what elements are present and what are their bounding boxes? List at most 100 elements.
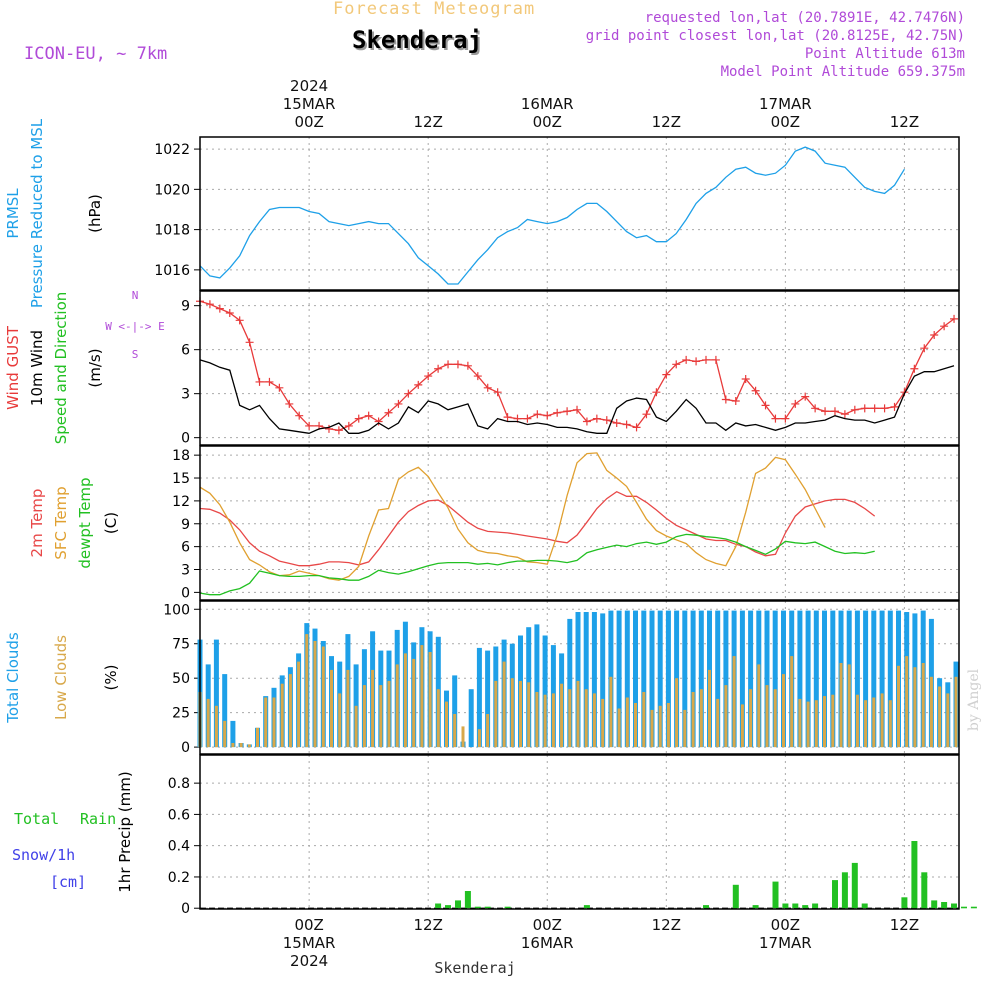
gust-marker xyxy=(434,364,443,373)
total-cloud-bar xyxy=(813,610,819,748)
precip-bar xyxy=(732,884,739,909)
precip-bar xyxy=(832,880,838,909)
gust-marker xyxy=(553,408,562,417)
time-label-bottom: 2024 xyxy=(290,952,328,970)
gust-marker xyxy=(612,419,621,427)
total-cloud-bar xyxy=(748,610,754,748)
low-cloud-bar xyxy=(798,698,802,748)
gust-marker xyxy=(801,392,810,401)
total-cloud-bar xyxy=(863,610,869,748)
panel-label: dewpt Temp xyxy=(76,477,94,568)
total-cloud-bar xyxy=(822,610,827,748)
low-cloud-bar xyxy=(239,743,243,748)
low-cloud-bar xyxy=(757,664,761,748)
low-cloud-bar xyxy=(749,689,753,748)
low-cloud-bar xyxy=(305,634,309,748)
gust-marker xyxy=(741,375,750,383)
low-cloud-bar xyxy=(658,705,662,748)
low-cloud-bar xyxy=(855,694,859,748)
precip-bar xyxy=(961,906,967,909)
gust-marker xyxy=(821,407,830,416)
total-cloud-bar xyxy=(665,610,671,748)
y-tick-label: 18 xyxy=(172,448,190,464)
gust-marker xyxy=(692,357,701,366)
gust-marker xyxy=(791,399,800,408)
model-altitude: Model Point Altitude 659.375m xyxy=(720,64,965,80)
total-cloud-bar xyxy=(805,610,811,748)
gust-marker xyxy=(324,424,333,433)
precip-bar xyxy=(703,905,709,909)
low-cloud-bar xyxy=(494,680,498,748)
low-cloud-bar xyxy=(453,714,457,748)
low-cloud-bar xyxy=(568,689,572,748)
requested-coords: requested lon,lat (20.7891E, 42.7476N) xyxy=(644,10,965,26)
low-cloud-bar xyxy=(354,705,358,748)
time-label-bottom: 12Z xyxy=(890,916,919,934)
gust-marker xyxy=(215,304,224,313)
time-label-top: 00Z xyxy=(533,113,562,131)
gust-marker xyxy=(275,383,284,392)
series-line-2m-temp xyxy=(199,490,876,567)
y-tick-label: 0.6 xyxy=(168,807,190,823)
total-cloud-bar xyxy=(542,635,548,748)
low-cloud-bar xyxy=(247,744,251,748)
total-cloud-bar xyxy=(485,650,491,748)
compass-west-east: W <-|-> E xyxy=(105,320,165,333)
gust-marker xyxy=(424,372,433,381)
gust-marker xyxy=(563,407,572,416)
total-cloud-bar xyxy=(468,689,474,748)
gust-marker xyxy=(711,355,720,364)
grid-point-coords: grid point closest lon,lat (20.8125E, 42… xyxy=(585,28,965,44)
low-cloud-bar xyxy=(371,669,375,748)
y-tick-label: 1020 xyxy=(154,182,190,198)
gust-marker xyxy=(493,388,502,397)
low-cloud-bar xyxy=(732,656,736,748)
low-cloud-bar xyxy=(847,664,851,748)
total-cloud-bar xyxy=(887,610,893,748)
gust-marker xyxy=(334,426,343,435)
panel-label: Wind GUST xyxy=(4,325,22,410)
total-cloud-bar xyxy=(879,610,885,748)
low-cloud-bar xyxy=(872,697,876,748)
time-label-bottom: 12Z xyxy=(414,916,443,934)
low-cloud-bar xyxy=(362,685,366,748)
total-cloud-bar xyxy=(534,624,540,748)
total-cloud-bar xyxy=(764,610,770,748)
low-cloud-bar xyxy=(313,641,317,748)
time-label-top: 00Z xyxy=(294,113,323,131)
time-label-top: 16MAR xyxy=(521,95,574,113)
gust-marker xyxy=(453,360,462,369)
low-cloud-bar xyxy=(272,697,276,748)
precip-bar xyxy=(970,906,977,909)
precip-bar xyxy=(455,900,461,909)
low-cloud-bar xyxy=(206,698,210,748)
total-cloud-bar xyxy=(871,610,877,748)
y-tick-label: 3 xyxy=(181,563,190,579)
gust-marker xyxy=(533,410,542,419)
gust-marker xyxy=(920,344,929,353)
low-cloud-bar xyxy=(905,656,909,748)
compass-north: N xyxy=(132,289,139,302)
precip-bar xyxy=(772,881,779,909)
gust-marker xyxy=(295,411,304,420)
gust-marker xyxy=(811,404,820,413)
low-cloud-bar xyxy=(724,685,728,748)
gust-marker xyxy=(880,404,889,413)
gust-marker xyxy=(384,408,393,417)
panel-precipitation: 0 0.2 0.4 0.6 0.8 Total Rain Snow/1h [cm] 1hr Pre… xyxy=(12,754,977,917)
precip-bar xyxy=(583,905,590,909)
panel-label: Speed and Direction xyxy=(52,292,70,445)
y-axis-label: (m/s) xyxy=(86,348,104,387)
total-cloud-bar xyxy=(854,610,860,748)
time-label-top: 12Z xyxy=(890,113,919,131)
y-tick-label: 0 xyxy=(181,740,190,756)
gust-marker xyxy=(870,404,879,413)
low-cloud-bar xyxy=(814,700,818,748)
gust-marker xyxy=(721,395,730,404)
precip-bar xyxy=(851,862,858,909)
total-cloud-bar xyxy=(641,610,647,748)
gust-marker xyxy=(444,360,453,369)
panel-frame xyxy=(199,290,960,446)
low-cloud-bar xyxy=(666,703,670,748)
footer-location: Skenderaj xyxy=(434,959,515,977)
